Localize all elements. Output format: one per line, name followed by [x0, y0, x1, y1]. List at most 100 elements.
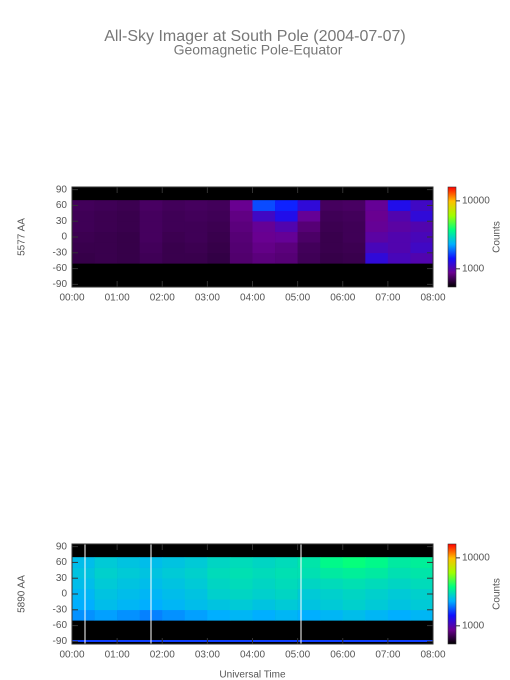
cell [342, 557, 366, 568]
cell [94, 210, 118, 222]
cell [342, 242, 366, 254]
cell [162, 567, 186, 579]
plots [72, 200, 434, 621]
cell [275, 210, 298, 222]
cell [365, 231, 389, 243]
cell [387, 609, 411, 621]
cell [162, 599, 186, 611]
cell [162, 242, 186, 254]
cell [275, 567, 298, 579]
cell [275, 609, 298, 621]
colorbar-tick-label: 1000 [462, 620, 485, 631]
x-tick-label: 02:00 [150, 293, 175, 304]
cell [275, 231, 298, 243]
x-tick-label: 02:00 [150, 650, 175, 661]
cell [320, 557, 344, 568]
x-tick-label: 06:00 [330, 293, 355, 304]
cell [162, 210, 186, 222]
cell [387, 210, 411, 222]
cell [320, 200, 344, 211]
cell [252, 252, 276, 264]
y-axis-label: 5890 AA [17, 575, 28, 613]
y-tick-label: 30 [56, 216, 68, 227]
cell [72, 210, 95, 222]
cell [320, 567, 344, 579]
cell [184, 588, 208, 600]
cell [320, 242, 344, 254]
cell [117, 609, 140, 621]
cell [365, 210, 389, 222]
cell [410, 588, 434, 600]
cell [410, 231, 434, 243]
y-axis-label: 5577 AA [17, 218, 28, 256]
cell [139, 242, 163, 254]
y-tick-label: -90 [53, 636, 68, 647]
cell [387, 567, 411, 579]
cell [207, 578, 231, 590]
y-tick-label: -30 [53, 604, 68, 615]
cell [72, 557, 95, 568]
cell [184, 567, 208, 579]
cell [94, 231, 118, 243]
colorbar-label: Counts [492, 578, 503, 610]
cell [162, 557, 186, 568]
cell [342, 210, 366, 222]
cell [320, 210, 344, 222]
cell [410, 599, 434, 611]
cell [365, 599, 389, 611]
cell [94, 242, 118, 254]
cell [365, 567, 389, 579]
x-tick-label: 06:00 [330, 650, 355, 661]
cell [94, 200, 118, 211]
cell [162, 588, 186, 600]
cell [94, 567, 118, 579]
x-tick-label: 03:00 [195, 293, 220, 304]
cell [275, 200, 298, 211]
cell [117, 578, 140, 590]
cell [184, 200, 208, 211]
cell [387, 599, 411, 611]
x-tick-label: 04:00 [240, 650, 265, 661]
cell [184, 599, 208, 611]
cell [94, 578, 118, 590]
cell [342, 231, 366, 243]
cell [365, 557, 389, 568]
cell [365, 588, 389, 600]
cell [72, 221, 95, 233]
cell [410, 242, 434, 254]
cell [229, 231, 253, 243]
cell [229, 210, 253, 222]
cell [342, 567, 366, 579]
colorbar [447, 186, 457, 288]
cell [252, 242, 276, 254]
cell [117, 231, 140, 243]
cell [207, 200, 231, 211]
cell [252, 200, 276, 211]
cell [207, 231, 231, 243]
cell [229, 578, 253, 590]
cell [184, 221, 208, 233]
cell [139, 200, 163, 211]
x-tick-label: 00:00 [59, 293, 84, 304]
cell [184, 252, 208, 264]
cell [162, 200, 186, 211]
cell [184, 242, 208, 254]
cell [72, 599, 95, 611]
cell [184, 231, 208, 243]
cell [365, 609, 389, 621]
cell [275, 221, 298, 233]
colorbar-label: Counts [492, 221, 503, 253]
cell [162, 221, 186, 233]
cell [297, 599, 321, 611]
cell [117, 557, 140, 568]
cell [72, 231, 95, 243]
cell [297, 609, 321, 621]
cell [365, 242, 389, 254]
cell [387, 200, 411, 211]
cell [387, 588, 411, 600]
cell [252, 567, 276, 579]
cell [297, 242, 321, 254]
cell [410, 200, 434, 211]
cell [207, 557, 231, 568]
